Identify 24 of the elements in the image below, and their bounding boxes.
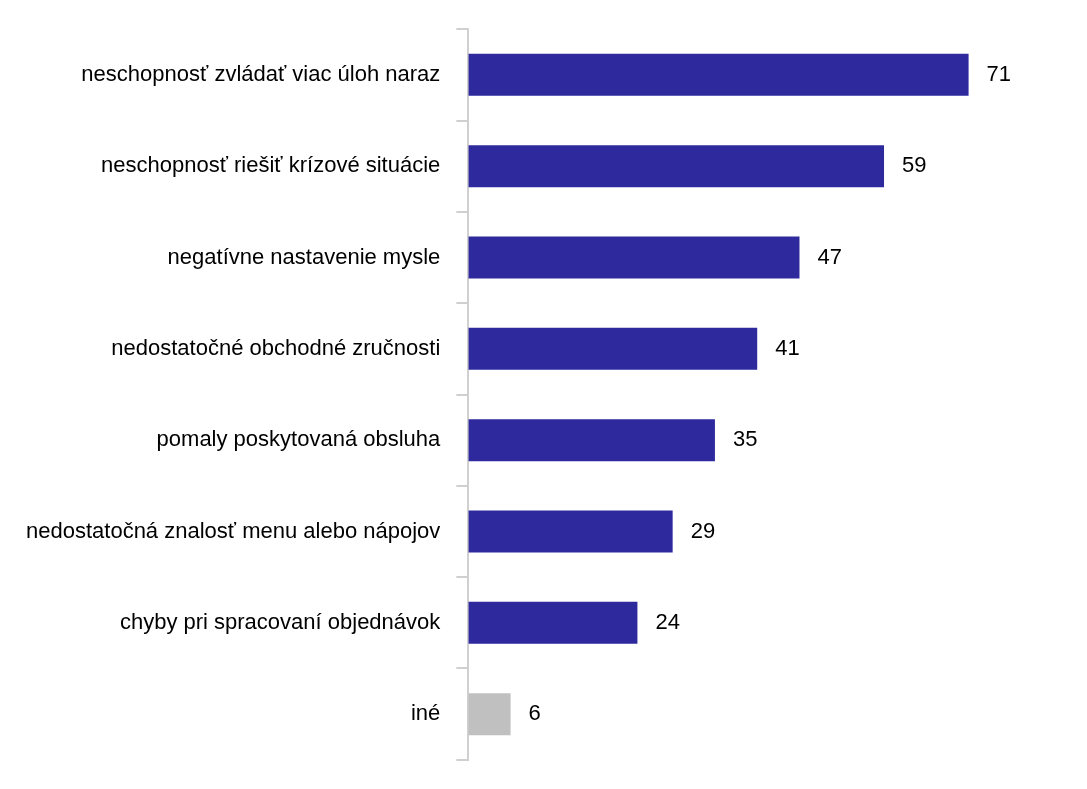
bar bbox=[468, 236, 800, 279]
data-label: 59 bbox=[902, 152, 927, 178]
data-label: 35 bbox=[732, 426, 758, 452]
bar bbox=[468, 510, 673, 553]
bar bbox=[468, 327, 758, 370]
data-label: 6 bbox=[528, 700, 541, 726]
y-tick-label: nedostatočné obchodné zručnosti bbox=[111, 334, 441, 360]
bar bbox=[468, 601, 638, 644]
bar bbox=[468, 53, 969, 96]
data-label: 24 bbox=[655, 608, 680, 634]
data-label: 71 bbox=[986, 60, 1012, 86]
data-label: 29 bbox=[690, 517, 716, 543]
y-tick-label: iné bbox=[410, 700, 441, 726]
bar bbox=[468, 693, 511, 736]
y-tick-label: chyby pri spracovaní objednávok bbox=[119, 608, 442, 634]
y-tick-label: pomaly poskytovaná obsluha bbox=[156, 426, 442, 452]
y-tick-label: neschopnosť zvládať viac úloh naraz bbox=[81, 60, 441, 86]
y-tick-label: nedostatočná znalosť menu alebo nápojov bbox=[26, 517, 441, 543]
y-tick-label: neschopnosť riešiť krízové situácie bbox=[101, 152, 441, 178]
data-label: 41 bbox=[775, 334, 800, 360]
bar bbox=[468, 145, 885, 188]
data-label: 47 bbox=[817, 243, 842, 269]
bar bbox=[468, 419, 715, 462]
y-tick-label: negatívne nastavenie mysle bbox=[167, 243, 441, 269]
